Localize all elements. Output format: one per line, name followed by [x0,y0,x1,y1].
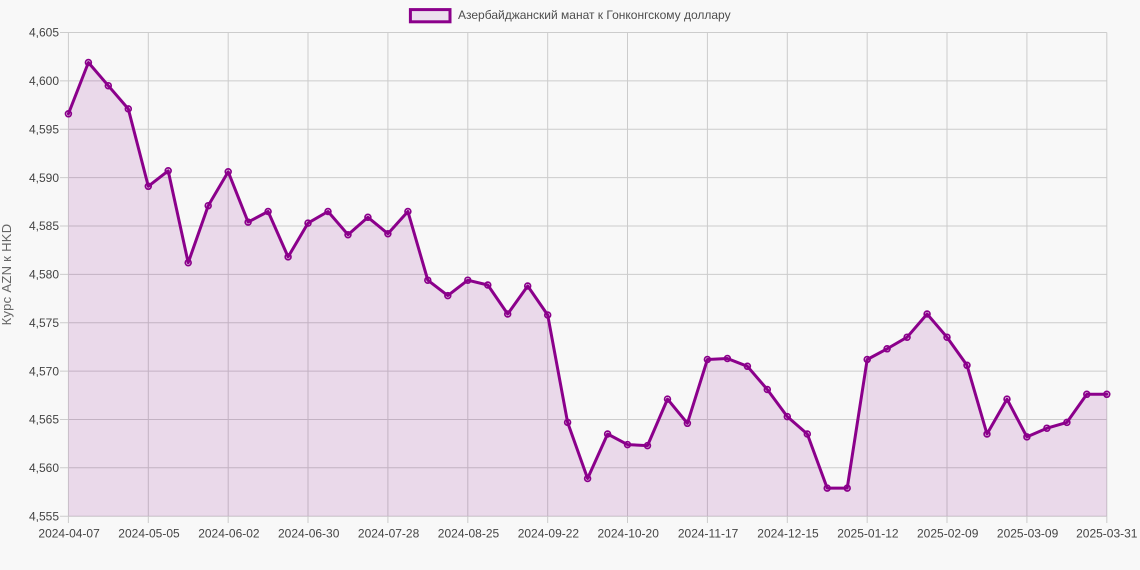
svg-text:4,560: 4,560 [29,461,59,475]
svg-text:2024-10-20: 2024-10-20 [598,527,660,541]
svg-text:2025-03-09: 2025-03-09 [997,527,1059,541]
svg-text:2024-05-05: 2024-05-05 [118,527,180,541]
svg-text:4,565: 4,565 [29,413,59,427]
svg-text:4,555: 4,555 [29,509,59,523]
svg-text:2024-06-02: 2024-06-02 [198,527,260,541]
svg-text:Курс AZN к HKD: Курс AZN к HKD [0,224,14,326]
svg-text:2024-08-25: 2024-08-25 [438,527,500,541]
svg-text:4,585: 4,585 [29,219,59,233]
svg-text:4,605: 4,605 [29,26,59,40]
svg-text:2024-12-15: 2024-12-15 [757,527,819,541]
svg-text:4,575: 4,575 [29,316,59,330]
svg-text:4,590: 4,590 [29,171,59,185]
svg-text:Азербайджанский манат к Гонкон: Азербайджанский манат к Гонконгскому дол… [458,8,731,22]
svg-text:4,580: 4,580 [29,268,59,282]
svg-text:2024-07-28: 2024-07-28 [358,527,420,541]
svg-text:4,600: 4,600 [29,74,59,88]
svg-text:2025-02-09: 2025-02-09 [917,527,979,541]
svg-text:4,595: 4,595 [29,122,59,136]
svg-text:2025-03-31: 2025-03-31 [1076,527,1138,541]
svg-text:2024-06-30: 2024-06-30 [278,527,340,541]
svg-text:4,570: 4,570 [29,364,59,378]
svg-text:2024-11-17: 2024-11-17 [678,527,739,541]
svg-text:2024-09-22: 2024-09-22 [518,527,580,541]
svg-text:2024-04-07: 2024-04-07 [38,527,100,541]
svg-text:2025-01-12: 2025-01-12 [837,527,899,541]
